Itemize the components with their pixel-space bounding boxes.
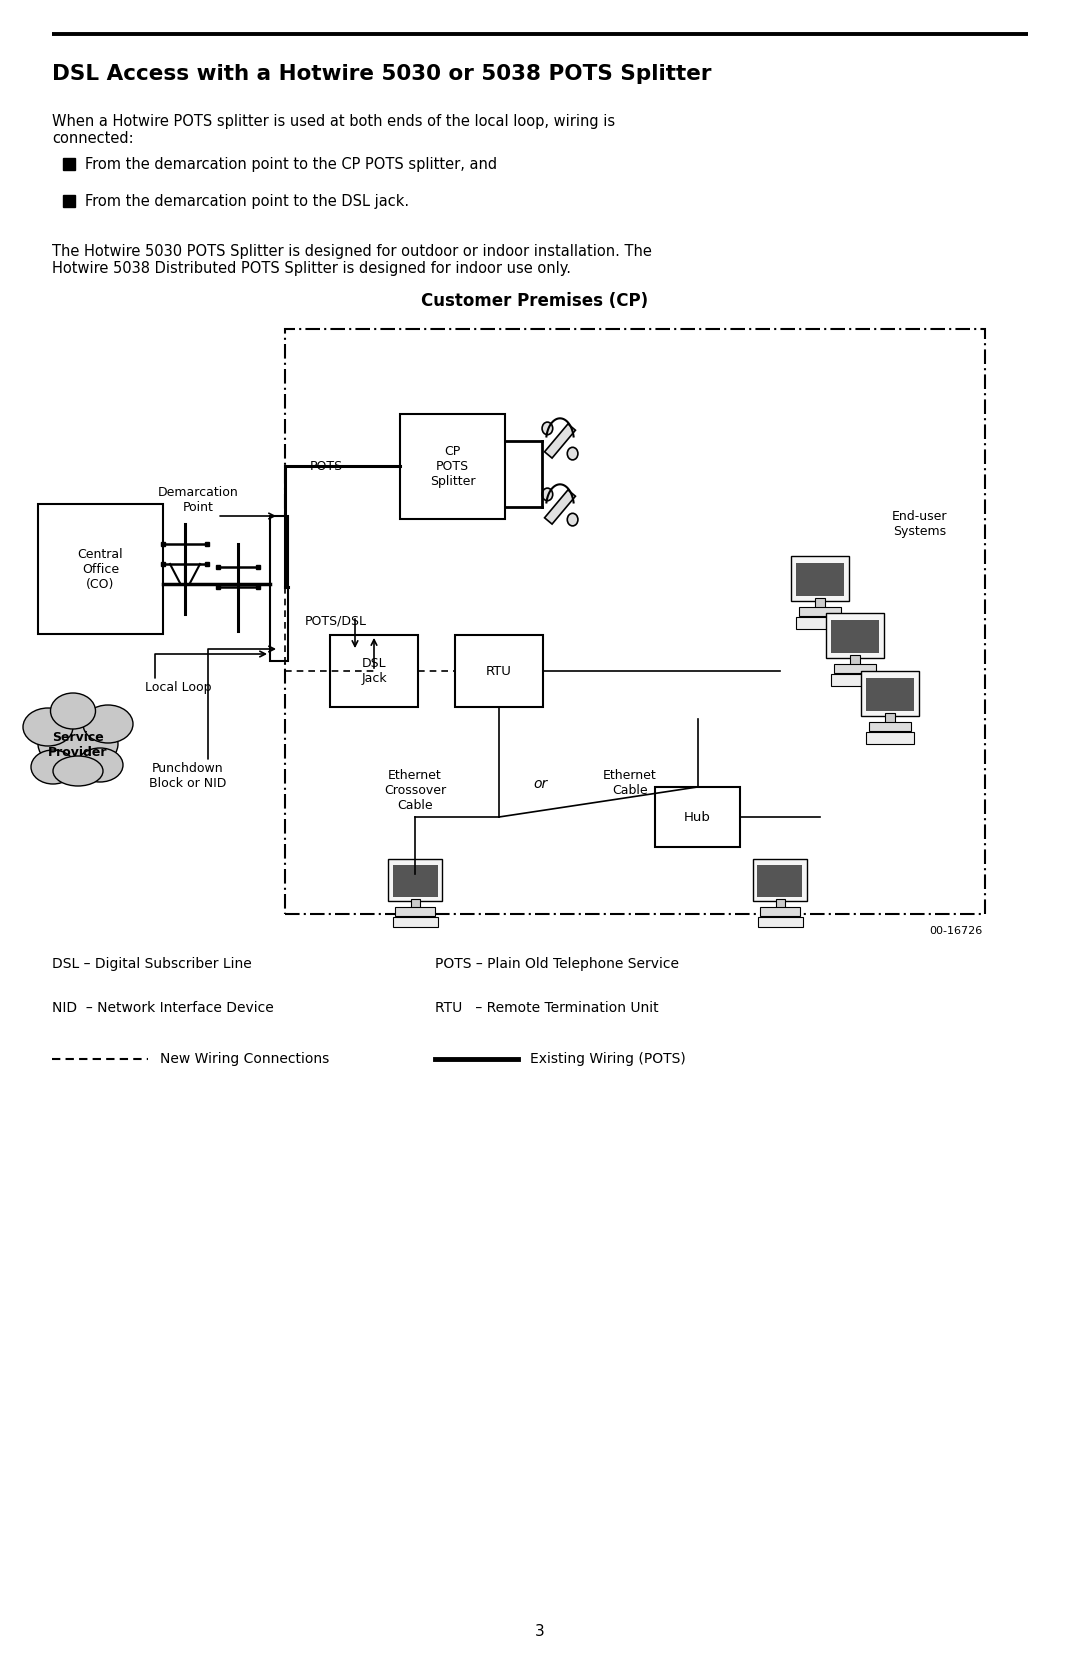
Bar [63,195,75,207]
Bar [757,865,802,896]
FancyBboxPatch shape [388,860,442,901]
Text: Demarcation
Point: Demarcation Point [158,486,239,514]
Text: End-user
Systems: End-user Systems [892,511,948,537]
Ellipse shape [31,749,75,784]
Bar [799,608,841,616]
Text: When a Hotwire POTS splitter is used at both ends of the local loop, wiring is
c: When a Hotwire POTS splitter is used at … [52,113,616,147]
Bar [775,898,784,908]
Bar [256,564,260,569]
Bar [216,564,220,569]
Bar [392,916,437,928]
Bar [216,584,220,589]
Text: Hub: Hub [684,811,711,823]
Ellipse shape [23,708,73,746]
Text: Central
Office
(CO): Central Office (CO) [78,547,123,591]
Ellipse shape [53,756,103,786]
Text: 00-16726: 00-16726 [929,926,982,936]
Ellipse shape [567,514,578,526]
Text: Customer Premises (CP): Customer Premises (CP) [421,292,649,310]
Text: The Hotwire 5030 POTS Splitter is designed for outdoor or indoor installation. T: The Hotwire 5030 POTS Splitter is design… [52,244,652,277]
Text: CP
POTS
Splitter: CP POTS Splitter [430,446,475,487]
Text: Ethernet
Cable: Ethernet Cable [603,769,657,798]
Bar [256,584,260,589]
Ellipse shape [83,704,133,743]
Bar [395,906,435,916]
FancyBboxPatch shape [753,860,807,901]
Bar [832,674,879,686]
Bar [850,656,860,664]
Text: DSL Access with a Hotwire 5030 or 5038 POTS Splitter: DSL Access with a Hotwire 5030 or 5038 P… [52,63,712,83]
Text: From the demarcation point to the CP POTS splitter, and: From the demarcation point to the CP POT… [85,157,497,172]
Bar [832,621,879,653]
Text: RTU   – Remote Termination Unit: RTU – Remote Termination Unit [435,1001,659,1015]
Bar [796,618,843,629]
Text: New Wiring Connections: New Wiring Connections [160,1051,329,1066]
Bar [886,713,894,723]
Bar [63,159,75,170]
Text: DSL – Digital Subscriber Line: DSL – Digital Subscriber Line [52,956,252,971]
Text: POTS/DSL: POTS/DSL [305,614,367,628]
Text: DSL
Jack: DSL Jack [361,658,387,684]
Bar [392,865,437,896]
FancyBboxPatch shape [862,671,919,716]
FancyBboxPatch shape [270,516,288,661]
Text: Ethernet
Crossover
Cable: Ethernet Crossover Cable [383,769,446,813]
Text: Punchdown
Block or NID: Punchdown Block or NID [149,763,227,789]
Text: From the demarcation point to the DSL jack.: From the demarcation point to the DSL ja… [85,194,409,209]
Ellipse shape [542,487,553,501]
Bar [544,424,576,457]
Bar [866,678,914,711]
Bar [834,664,876,673]
FancyBboxPatch shape [38,504,163,634]
FancyBboxPatch shape [654,788,740,846]
Bar [410,898,419,908]
FancyBboxPatch shape [330,634,418,708]
Text: Service
Provider: Service Provider [49,731,108,759]
Bar [205,542,210,546]
Bar [205,562,210,566]
Text: Existing Wiring (POTS): Existing Wiring (POTS) [530,1051,686,1066]
Bar [161,562,165,566]
FancyBboxPatch shape [792,556,849,601]
Text: or: or [532,778,548,791]
Text: Local Loop: Local Loop [145,681,212,694]
FancyBboxPatch shape [455,634,543,708]
Text: 3: 3 [535,1624,545,1639]
Ellipse shape [38,718,118,769]
Text: POTS – Plain Old Telephone Service: POTS – Plain Old Telephone Service [435,956,679,971]
Bar [757,916,802,928]
Bar [760,906,800,916]
Text: NID  – Network Interface Device: NID – Network Interface Device [52,1001,273,1015]
Text: POTS: POTS [310,459,343,472]
Bar [815,598,825,608]
Bar [866,733,914,744]
Text: RTU: RTU [486,664,512,678]
FancyBboxPatch shape [400,414,505,519]
Ellipse shape [77,748,123,783]
Ellipse shape [567,447,578,461]
Ellipse shape [51,693,95,729]
FancyBboxPatch shape [826,614,883,658]
Ellipse shape [542,422,553,434]
Bar [869,723,910,731]
Bar [161,542,165,546]
Bar [544,491,576,524]
Bar [796,562,843,596]
